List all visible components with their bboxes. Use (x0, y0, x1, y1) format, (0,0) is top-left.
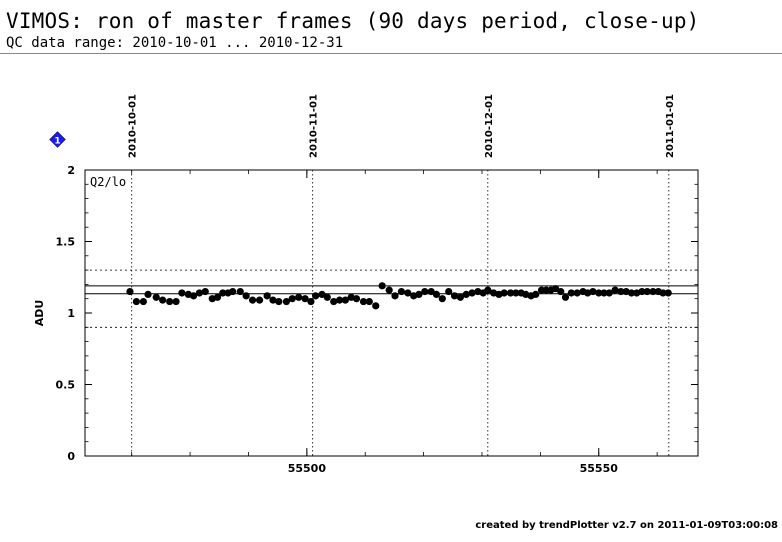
data-point (468, 289, 476, 297)
data-point (605, 289, 613, 297)
data-point (595, 289, 603, 297)
data-point (500, 289, 508, 297)
info-icon-glyph: 1 (54, 137, 60, 147)
header-divider (0, 53, 782, 54)
data-point (295, 293, 303, 301)
data-point (573, 289, 581, 297)
date-marker-label: 2011-01-01 (665, 94, 676, 158)
data-point (567, 289, 575, 297)
data-point (372, 302, 380, 310)
data-point (275, 297, 283, 306)
data-point (341, 296, 349, 304)
page-subtitle: QC data range: 2010-10-01 ... 2010-12-31 (6, 35, 344, 51)
y-tick-label: 0.5 (56, 379, 76, 392)
data-point (201, 287, 209, 296)
data-point (617, 287, 625, 296)
data-point (132, 297, 140, 306)
data-point (600, 289, 608, 297)
data-point (195, 289, 204, 297)
data-point (219, 289, 227, 297)
x-tick-label: 55500 (288, 462, 327, 475)
data-point (415, 290, 423, 299)
y-tick-label: 2 (67, 164, 75, 177)
y-tick-label: 1 (67, 307, 75, 320)
data-point (139, 297, 147, 306)
data-point (144, 290, 152, 299)
data-point (172, 297, 180, 306)
plot-frame (84, 169, 699, 457)
y-axis-label: ADU (33, 300, 46, 327)
ron-trend-chart: 1 2010-10-01 2010-11-01 2010-12-01 2011-01-… (33, 94, 699, 475)
data-point (352, 295, 361, 303)
data-point (589, 287, 597, 296)
panel-label: Q2/lo (90, 175, 126, 189)
data-point (427, 287, 435, 296)
data-point (301, 295, 309, 303)
data-point (532, 290, 540, 299)
data-point (282, 297, 291, 306)
data-point (512, 289, 520, 297)
data-point (638, 287, 646, 296)
data-point (551, 285, 560, 293)
data-point (323, 293, 331, 301)
data-point (421, 287, 429, 296)
data-point (288, 295, 296, 303)
data-point (557, 287, 565, 296)
data-point (189, 292, 198, 300)
data-point (627, 289, 636, 297)
date-marker-label: 2010-11-01 (309, 94, 320, 158)
data-point (213, 293, 222, 301)
info-icon-diamond (49, 131, 66, 148)
data-point (659, 289, 667, 297)
date-marker-label: 2010-10-01 (128, 94, 139, 158)
data-point (643, 287, 651, 296)
data-point (378, 282, 386, 290)
data-point (152, 293, 160, 301)
data-point (649, 287, 657, 296)
data-point (159, 296, 167, 304)
data-point (359, 297, 368, 306)
data-point (335, 296, 344, 304)
info-icon[interactable]: 1 (49, 131, 66, 148)
footer-credit: created by trendPlotter v2.7 on 2011-01-… (475, 520, 778, 531)
data-point (236, 287, 244, 296)
data-point (462, 290, 470, 299)
date-marker-label: 2010-12-01 (484, 94, 495, 158)
data-point (242, 292, 250, 300)
data-point (178, 289, 186, 297)
data-point (269, 296, 277, 304)
y-tick-label: 1.5 (56, 236, 76, 249)
data-point (432, 290, 441, 299)
data-point (312, 292, 320, 300)
data-point (404, 289, 412, 297)
data-point (450, 292, 459, 300)
data-point (365, 297, 373, 306)
data-point (229, 287, 237, 296)
x-tick-label: 55550 (580, 462, 619, 475)
data-point (385, 286, 393, 294)
data-point (561, 293, 570, 301)
data-point (330, 297, 338, 306)
data-point (248, 296, 257, 304)
data-point (506, 289, 515, 297)
data-point (456, 293, 464, 301)
data-point (263, 292, 271, 300)
data-point (391, 292, 399, 300)
data-point (438, 295, 446, 303)
data-point (166, 297, 174, 306)
data-point (255, 296, 264, 304)
data-point (397, 287, 406, 296)
y-tick-label: 0 (67, 450, 75, 463)
data-point (318, 290, 326, 299)
data-point (126, 287, 134, 296)
data-point (445, 287, 453, 296)
data-point (484, 286, 492, 294)
page-title: VIMOS: ron of master frames (90 days per… (6, 9, 700, 33)
data-point (664, 289, 672, 297)
data-point (307, 297, 315, 306)
data-point (611, 286, 619, 294)
